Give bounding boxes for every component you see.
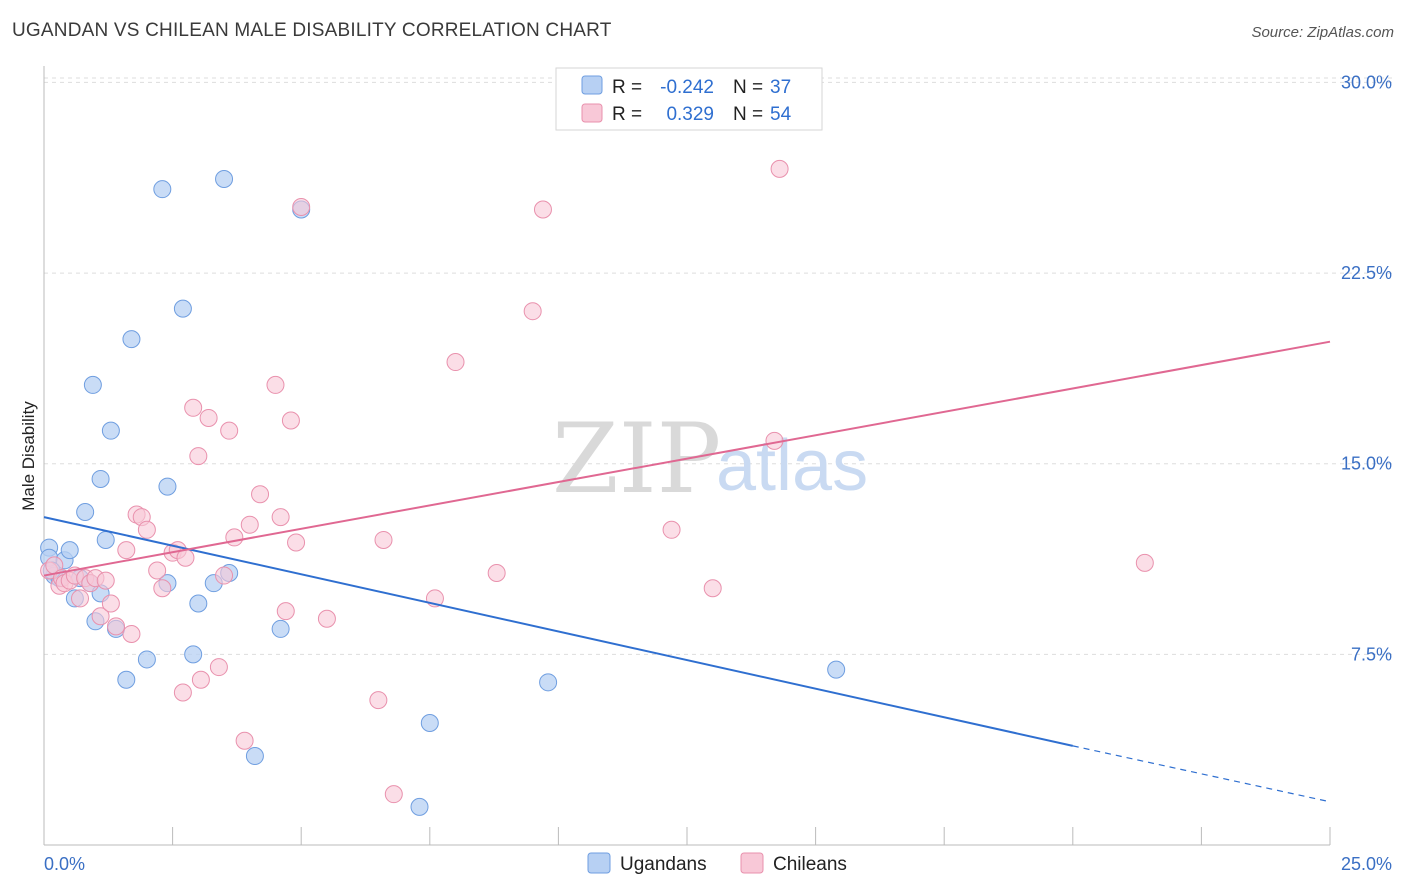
bottom-legend-label-chileans: Chileans	[773, 854, 847, 875]
chileans-point-36	[251, 485, 270, 504]
chileans-point-52	[662, 520, 681, 539]
legend-n-label-ugandans: N =	[733, 77, 763, 98]
chileans-point-41	[287, 533, 306, 552]
bottom-legend-swatch-chileans	[740, 852, 764, 874]
ugandans-point-23	[173, 299, 192, 318]
chileans-point-13	[101, 594, 120, 613]
watermark-atlas: atlas	[716, 426, 868, 506]
legend-n-value-ugandans: 37	[770, 77, 791, 98]
ugandans-points	[40, 170, 846, 816]
chileans-point-53	[703, 579, 722, 598]
chileans-point-28	[191, 670, 210, 689]
chileans-point-26	[184, 398, 203, 417]
chileans-point-33	[225, 528, 244, 547]
x-tick-label-min: 0.0%	[44, 854, 85, 874]
ugandans-point-12	[91, 469, 110, 488]
chileans-point-21	[153, 579, 172, 598]
chileans-point-12	[96, 571, 115, 590]
chileans-points	[40, 159, 1154, 804]
chileans-point-29	[199, 408, 218, 427]
chileans-point-48	[446, 353, 465, 372]
chileans-point-31	[215, 566, 234, 585]
chileans-point-51	[533, 200, 552, 219]
legend-r-label-chileans: R =	[612, 104, 642, 125]
y-tick-label-1: 15.0%	[1341, 454, 1392, 474]
ugandans-point-34	[539, 673, 558, 692]
ugandans-point-32	[410, 797, 429, 816]
chileans-trend-line	[43, 340, 1331, 577]
chart-title: UGANDAN VS CHILEAN MALE DISABILITY CORRE…	[12, 20, 612, 41]
y-tick-label-3: 30.0%	[1341, 72, 1392, 92]
chileans-point-35	[240, 515, 259, 534]
ugandans-point-35	[827, 660, 846, 679]
watermark: ZIP atlas	[552, 403, 868, 515]
ugandans-point-14	[96, 530, 115, 549]
ugandans-point-24	[184, 645, 203, 664]
ugandans-point-10	[83, 375, 102, 394]
ugandans-point-27	[215, 170, 234, 189]
chileans-point-20	[148, 561, 167, 580]
watermark-zip: ZIP	[552, 403, 721, 515]
legend-swatch-ugandans	[581, 75, 603, 95]
ugandans-point-8	[76, 503, 95, 522]
chileans-point-40	[281, 411, 300, 430]
chileans-point-38	[271, 508, 290, 527]
ugandans-point-18	[122, 330, 141, 349]
chileans-point-42	[292, 197, 311, 216]
chileans-point-14	[107, 617, 126, 636]
ugandans-point-5	[60, 541, 79, 560]
chileans-point-50	[523, 302, 542, 321]
correlation-legend: R = -0.242 N = 37 R = 0.329 N = 54	[555, 67, 823, 131]
legend-r-value-chileans: 0.329	[666, 104, 714, 125]
y-tick-label-0: 7.5%	[1351, 644, 1392, 664]
ugandans-trend-extension	[1072, 745, 1331, 803]
ugandans-point-33	[420, 713, 439, 732]
chart-source: Source: ZipAtlas.com	[1251, 24, 1394, 41]
chileans-point-34	[235, 731, 254, 750]
chileans-point-46	[384, 785, 403, 804]
chileans-point-55	[770, 159, 789, 178]
y-tick-labels: 7.5% 15.0% 22.5% 30.0%	[1341, 72, 1392, 664]
ugandans-point-19	[137, 650, 156, 669]
x-tick-label-max: 25.0%	[1341, 854, 1392, 874]
chileans-point-24	[173, 683, 192, 702]
bottom-legend-swatch-ugandans	[587, 852, 611, 874]
ugandans-point-20	[153, 180, 172, 199]
y-axis-title: Male Disability	[19, 401, 38, 511]
trend-lines	[43, 340, 1331, 803]
ugandans-point-29	[245, 747, 264, 766]
chileans-point-32	[220, 421, 239, 440]
legend-n-value-chileans: 54	[770, 104, 792, 125]
chileans-point-30	[209, 658, 228, 677]
chileans-point-39	[276, 602, 295, 621]
chileans-point-56	[1135, 553, 1154, 572]
y-tick-label-2: 22.5%	[1341, 263, 1392, 283]
ugandans-point-17	[117, 670, 136, 689]
chileans-point-49	[487, 564, 506, 583]
ugandans-point-15	[101, 421, 120, 440]
chileans-point-15	[117, 541, 136, 560]
chileans-point-43	[317, 609, 336, 628]
legend-r-label-ugandans: R =	[612, 77, 642, 98]
chileans-point-27	[189, 447, 208, 466]
chileans-point-11	[91, 607, 110, 626]
bottom-legend-label-ugandans: Ugandans	[620, 854, 707, 875]
ugandans-point-25	[189, 594, 208, 613]
ugandans-trend-line	[43, 516, 1074, 747]
legend-n-label-chileans: N =	[733, 104, 763, 125]
chileans-point-16	[122, 625, 141, 644]
chileans-point-37	[266, 375, 285, 394]
chileans-point-19	[137, 520, 156, 539]
ugandans-point-30	[271, 619, 290, 638]
legend-r-value-ugandans: -0.242	[660, 77, 714, 98]
chileans-point-45	[374, 530, 393, 549]
series-legend: Ugandans Chileans	[587, 852, 847, 875]
x-ticks	[43, 827, 1331, 845]
legend-swatch-chileans	[581, 103, 603, 123]
chileans-point-7	[71, 589, 90, 608]
ugandans-point-22	[158, 477, 177, 496]
chileans-point-44	[369, 691, 388, 710]
